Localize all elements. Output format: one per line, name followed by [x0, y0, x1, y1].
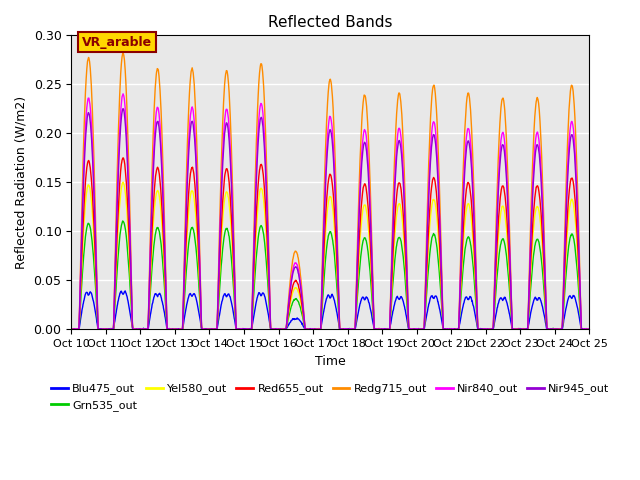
Nir840_out: [585, 326, 593, 332]
Title: Reflected Bands: Reflected Bands: [268, 15, 392, 30]
Redg715_out: [287, 268, 295, 274]
Blu475_out: [288, 318, 296, 324]
Grn535_out: [288, 303, 296, 309]
Text: VR_arable: VR_arable: [82, 36, 152, 48]
Grn535_out: [68, 326, 76, 332]
Red655_out: [108, 326, 115, 332]
Line: Nir945_out: Nir945_out: [71, 108, 589, 329]
Red655_out: [307, 326, 315, 332]
Nir840_out: [69, 326, 77, 332]
Redg715_out: [67, 326, 75, 332]
Blu475_out: [363, 294, 371, 300]
Yel580_out: [298, 306, 306, 312]
Nir840_out: [363, 137, 371, 143]
Line: Yel580_out: Yel580_out: [71, 182, 589, 329]
Nir840_out: [67, 326, 75, 332]
Nir840_out: [308, 326, 316, 332]
Nir840_out: [288, 275, 296, 280]
Blu475_out: [298, 321, 306, 327]
Line: Red655_out: Red655_out: [71, 158, 589, 329]
Nir945_out: [129, 326, 137, 332]
Blu475_out: [68, 326, 76, 332]
Nir945_out: [363, 149, 371, 155]
Blu475_out: [585, 326, 593, 332]
Red655_out: [119, 155, 127, 161]
Nir945_out: [298, 299, 306, 304]
Blu475_out: [108, 326, 116, 332]
Grn535_out: [119, 218, 127, 224]
Redg715_out: [108, 326, 115, 332]
Grn535_out: [129, 326, 137, 332]
Nir945_out: [288, 277, 296, 283]
Redg715_out: [362, 100, 370, 106]
X-axis label: Time: Time: [315, 355, 346, 368]
Line: Redg715_out: Redg715_out: [71, 52, 589, 329]
Y-axis label: Reflected Radiation (W/m2): Reflected Radiation (W/m2): [15, 96, 28, 269]
Line: Blu475_out: Blu475_out: [71, 291, 589, 329]
Nir945_out: [67, 326, 75, 332]
Nir840_out: [119, 91, 127, 96]
Line: Grn535_out: Grn535_out: [71, 221, 589, 329]
Nir945_out: [585, 326, 593, 332]
Yel580_out: [108, 326, 115, 332]
Nir945_out: [108, 326, 116, 332]
Nir840_out: [129, 326, 137, 332]
Nir945_out: [68, 326, 76, 332]
Grn535_out: [308, 326, 316, 332]
Blu475_out: [129, 325, 137, 331]
Nir945_out: [308, 326, 316, 332]
Redg715_out: [307, 326, 315, 332]
Redg715_out: [298, 288, 306, 293]
Yel580_out: [585, 326, 593, 332]
Blu475_out: [67, 326, 75, 332]
Yel580_out: [129, 326, 136, 332]
Nir840_out: [108, 326, 116, 332]
Yel580_out: [67, 326, 75, 332]
Red655_out: [287, 290, 295, 296]
Grn535_out: [585, 326, 593, 332]
Red655_out: [67, 326, 75, 332]
Grn535_out: [363, 240, 371, 245]
Line: Nir840_out: Nir840_out: [71, 94, 589, 329]
Red655_out: [585, 326, 593, 332]
Yel580_out: [362, 206, 370, 212]
Red655_out: [129, 326, 136, 332]
Grn535_out: [298, 313, 306, 319]
Yel580_out: [307, 326, 315, 332]
Yel580_out: [287, 295, 295, 301]
Redg715_out: [119, 49, 127, 55]
Nir840_out: [298, 297, 306, 303]
Blu475_out: [122, 288, 129, 294]
Redg715_out: [585, 326, 593, 332]
Blu475_out: [308, 326, 316, 332]
Red655_out: [298, 303, 306, 309]
Legend: Blu475_out, Grn535_out, Yel580_out, Red655_out, Redg715_out, Nir840_out, Nir945_: Blu475_out, Grn535_out, Yel580_out, Red6…: [47, 379, 614, 415]
Grn535_out: [108, 326, 116, 332]
Red655_out: [362, 186, 370, 192]
Yel580_out: [119, 179, 127, 185]
Nir945_out: [119, 106, 127, 111]
Redg715_out: [129, 326, 136, 332]
Grn535_out: [67, 326, 75, 332]
